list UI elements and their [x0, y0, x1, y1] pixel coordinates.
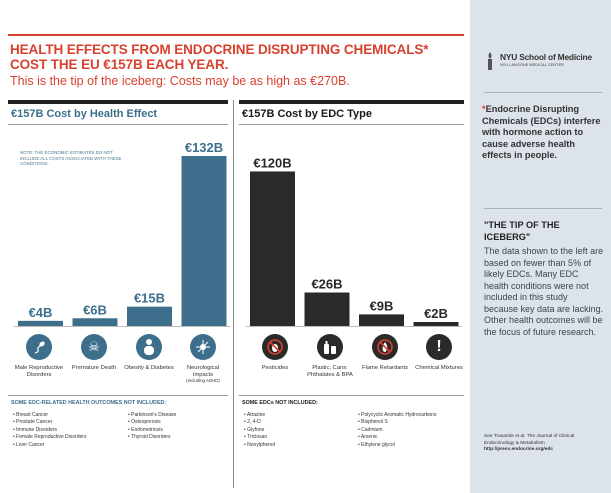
left-section-rule	[8, 100, 228, 104]
list-item: Ethylene glycol	[358, 442, 436, 449]
list-item: Parkinson's Disease	[128, 412, 176, 419]
sidebar-rule	[484, 92, 602, 93]
nyu-logo: NYU School of Medicine NYU LANGONE MEDIC…	[484, 50, 602, 76]
chart-note: NOTE: The economic estimates do not incl…	[20, 150, 122, 166]
health-list-rule	[8, 395, 228, 396]
person-icon	[136, 334, 162, 360]
health-not-included-list-1: Breast Cancer Prostate Cancer Immune Dis…	[13, 412, 86, 449]
health-bar-value-label: €132B	[185, 140, 223, 155]
list-item: Breast Cancer	[13, 412, 86, 419]
sperm-icon	[26, 334, 52, 360]
sidebar: NYU School of Medicine NYU LANGONE MEDIC…	[470, 0, 611, 493]
edc-not-included-title: SOME EDCs NOT INCLUDED:	[242, 400, 318, 406]
label-premature-death: Premature Death	[71, 365, 117, 371]
health-bar-value-label: €6B	[83, 302, 107, 317]
list-item: Bisphenol S	[358, 419, 436, 426]
top-divider	[8, 34, 464, 36]
edc-title-rule	[239, 124, 464, 125]
health-title-rule	[8, 124, 228, 125]
list-item: 2, 4-D	[244, 419, 275, 426]
main-panel: HEALTH EFFECTS FROM ENDOCRINE DISRUPTING…	[8, 34, 464, 488]
list-item: Glyfone	[244, 427, 275, 434]
health-bar-value-label: €15B	[134, 291, 165, 306]
label-flame-retardants: Flame Retardants	[361, 365, 409, 371]
label-obesity-diabetes: Obesity & Diabetes	[124, 365, 174, 371]
torch-icon	[488, 52, 492, 70]
health-chart-title: €157B Cost by Health Effect	[11, 108, 158, 120]
list-item: Atrazine	[244, 412, 275, 419]
edc-not-included-list-1: Atrazine 2, 4-D Glyfone Triclosan Nonylp…	[244, 412, 275, 449]
edc-list-rule	[239, 395, 464, 396]
list-item: Thyroid Disorders	[128, 434, 176, 441]
list-item: Triclosan	[244, 434, 275, 441]
edc-bar-value-label: €2B	[424, 306, 448, 321]
bug-icon	[262, 334, 288, 360]
edc-bar-value-label: €120B	[253, 155, 291, 170]
health-not-included-list-2: Parkinson's Disease Osteoporosis Endomet…	[128, 412, 176, 442]
iceberg-heading: "THE TIP OF THE ICEBERG"	[484, 220, 560, 242]
skull-crossbones-icon: ☠	[81, 334, 107, 360]
logo-text: NYU School of Medicine	[500, 52, 592, 62]
list-item: Liver Cancer	[13, 442, 86, 449]
health-bar	[127, 306, 172, 326]
list-item: Nonylphenol	[244, 442, 275, 449]
label-chemical-mixtures: Chemical Mixtures	[415, 365, 463, 371]
label-pesticides: Pesticides	[261, 365, 289, 371]
bottles-icon	[317, 334, 343, 360]
bar-charts: €4B €6B €15B €132B €120B €26B €9B €2B	[14, 140, 463, 327]
list-item: Osteoporosis	[128, 419, 176, 426]
edc-chart-title: €157B Cost by EDC Type	[242, 108, 373, 120]
list-item: Immune Disorders	[13, 427, 86, 434]
label-plastics-bpa: Plastic, Cans: Phthalates & BPA	[307, 365, 353, 378]
edc-bar	[413, 322, 459, 326]
list-item: Prostate Cancer	[13, 419, 86, 426]
iceberg-body: The data shown to the left are based on …	[484, 246, 604, 337]
sidebar-rule	[484, 208, 602, 209]
subhead: This is the tip of the iceberg: Costs ma…	[10, 74, 350, 88]
edc-bar-value-label: €9B	[370, 298, 394, 313]
label-neurological: Neurological Impacts (including ADHD)	[186, 365, 220, 384]
list-item: Arsenic	[358, 434, 436, 441]
edc-bar	[304, 292, 350, 326]
logo-subtext: NYU LANGONE MEDICAL CENTER	[500, 63, 564, 67]
health-bar	[72, 318, 118, 326]
list-item: Female Reproductive Disorders	[13, 434, 86, 441]
edc-not-included-list-2: Polycyclic Aromatic Hydrocarbons Bisphen…	[358, 412, 437, 449]
label-male-reproductive: Male Reproductive Disorders	[14, 365, 64, 378]
edc-bar-value-label: €26B	[311, 277, 342, 292]
edc-bar	[359, 314, 404, 326]
health-bar	[181, 156, 227, 326]
edc-bar	[250, 171, 295, 326]
citation-url: http://press.endocrine.org/edc	[484, 447, 554, 453]
exclamation-icon: !	[426, 334, 452, 360]
citation: See Trasande et al. The Journal of Clini…	[484, 434, 575, 453]
edc-definition: *Endocrine Disrupting Chemicals (EDCs) i…	[482, 104, 601, 160]
brain-neuron-icon	[190, 334, 216, 360]
headline: HEALTH EFFECTS FROM ENDOCRINE DISRUPTING…	[10, 42, 429, 72]
list-item: Cadmium	[358, 427, 436, 434]
list-item: Polycyclic Aromatic Hydrocarbons	[358, 412, 436, 419]
health-not-included-title: SOME EDC-RELATED HEALTH OUTCOMES NOT INC…	[11, 400, 167, 406]
list-item: Endometriosis	[128, 427, 176, 434]
health-bar-value-label: €4B	[29, 305, 53, 320]
flame-icon	[372, 334, 398, 360]
health-bar	[18, 320, 63, 326]
panel-divider	[233, 100, 234, 488]
right-section-rule	[239, 100, 464, 104]
